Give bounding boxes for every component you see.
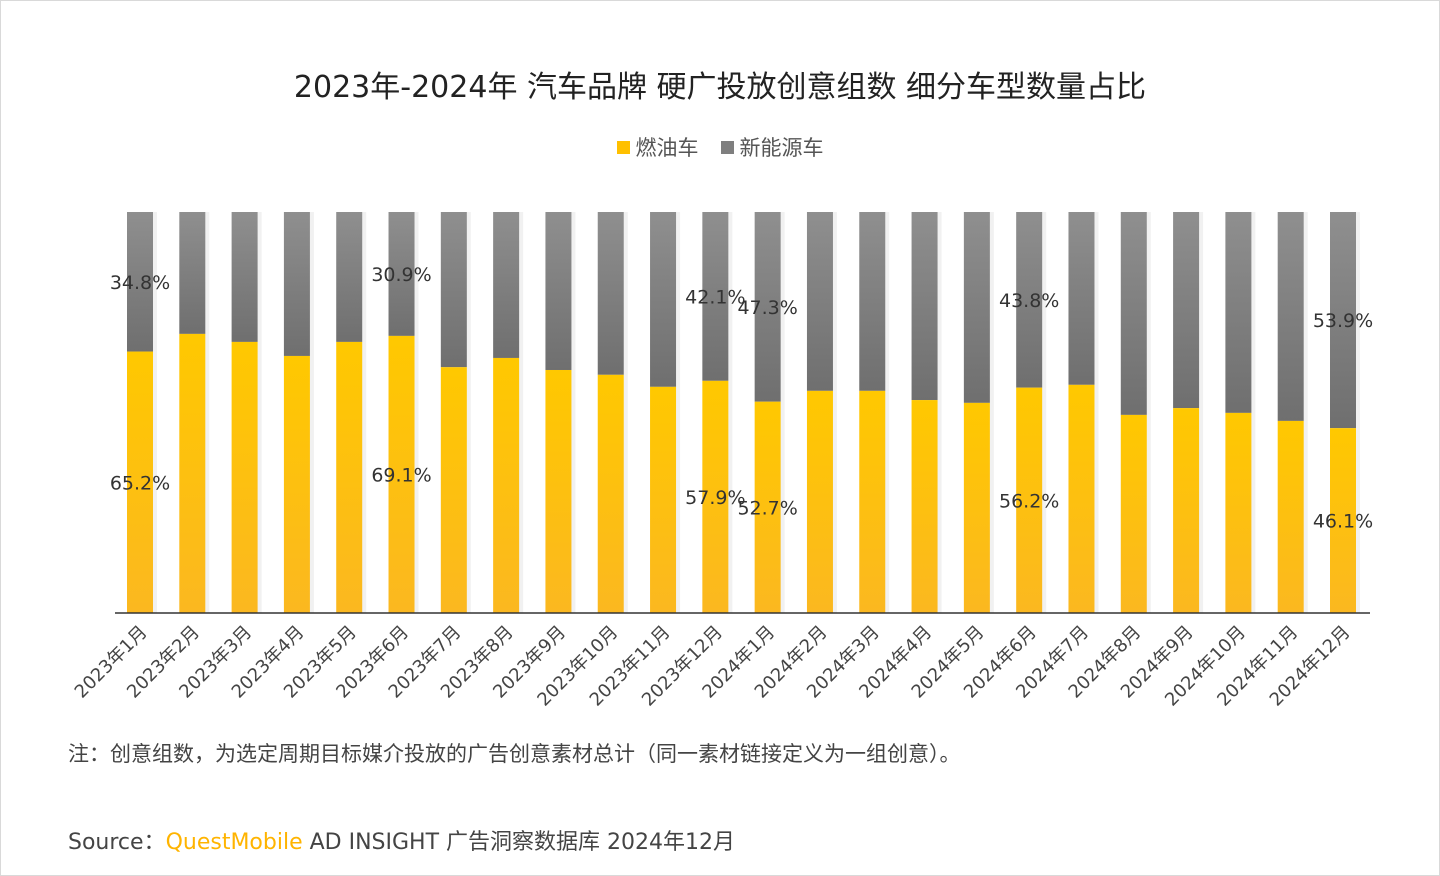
bar-nev: [1068, 212, 1095, 385]
bar-fuel: [1330, 428, 1356, 613]
bar-nev: [179, 212, 206, 334]
bar-fuel: [388, 335, 415, 613]
bar-nev: [1016, 212, 1043, 388]
bar-nev: [1120, 212, 1147, 415]
bar-fuel: [283, 355, 310, 613]
bar-nev: [493, 212, 520, 358]
bar-fuel: [597, 374, 624, 613]
bar-fuel: [911, 400, 938, 613]
legend-item-fuel: 燃油车: [616, 132, 699, 162]
legend-swatch-nev: [720, 140, 734, 154]
bar-nev: [336, 212, 363, 342]
bar-nev: [702, 212, 729, 381]
data-label-fuel: 65.2%: [110, 472, 170, 494]
bar-fuel: [179, 333, 206, 613]
bar-nev: [1277, 212, 1304, 421]
bar-nev: [1225, 212, 1252, 413]
chart-title: 2023年-2024年 汽车品牌 硬广投放创意组数 细分车型数量占比: [293, 70, 1147, 105]
bar-nev: [1173, 212, 1200, 409]
legend-item-nev: 新能源车: [720, 132, 824, 162]
bar-nev: [440, 212, 467, 368]
data-label-fuel: 69.1%: [371, 464, 431, 486]
bar-nev: [806, 212, 833, 391]
bar-fuel: [493, 357, 520, 613]
bar-nev: [754, 212, 781, 402]
bar-fuel: [650, 386, 677, 613]
bar-fuel: [231, 341, 258, 613]
bar-nev: [127, 212, 153, 352]
bar-nev: [283, 212, 310, 356]
bar-fuel: [336, 341, 363, 613]
bar-fuel: [963, 402, 990, 613]
bar-fuel: [1225, 412, 1252, 613]
bar-nev: [597, 212, 624, 375]
bar-fuel: [754, 401, 781, 613]
legend-swatch-fuel: [616, 140, 630, 154]
bar-fuel: [1277, 420, 1304, 613]
bar-nev: [1330, 212, 1356, 429]
bar-fuel: [1173, 408, 1200, 613]
source-line: Source：QuestMobile AD INSIGHT 广告洞察数据库 20…: [68, 824, 735, 856]
bar-nev: [388, 212, 415, 336]
bar-fuel: [859, 390, 886, 613]
data-label-nev: 34.8%: [110, 272, 170, 294]
data-label-nev: 42.1%: [685, 286, 745, 308]
data-label-fuel: 46.1%: [1313, 511, 1373, 533]
data-label-fuel: 57.9%: [685, 487, 745, 509]
footnote: 注：创意组数，为选定周期目标媒介投放的广告创意素材总计（同一素材链接定义为一组创…: [68, 742, 961, 766]
source-label: Source：: [68, 830, 166, 855]
brand-name: QuestMobile: [165, 830, 303, 855]
data-label-nev: 53.9%: [1313, 310, 1373, 332]
bar-fuel: [1068, 384, 1095, 613]
bar-nev: [911, 212, 938, 401]
bar-nev: [963, 212, 990, 403]
bar-fuel: [1120, 414, 1147, 613]
bar-fuel: [440, 367, 467, 613]
bar-nev: [545, 212, 572, 370]
bar-fuel: [806, 390, 833, 613]
bar-fuel: [127, 351, 153, 613]
legend-label: 燃油车: [635, 136, 699, 160]
source-text: AD INSIGHT 广告洞察数据库 2024年12月: [302, 830, 735, 855]
bar-nev: [650, 212, 677, 387]
bar-fuel: [545, 369, 572, 613]
bar-nev: [231, 212, 258, 342]
data-label-nev: 47.3%: [737, 297, 797, 319]
legend-label: 新能源车: [739, 136, 824, 160]
bar-nev: [859, 212, 886, 391]
data-label-nev: 43.8%: [999, 290, 1059, 312]
bar-fuel: [1016, 387, 1043, 613]
data-label-nev: 30.9%: [371, 264, 431, 286]
data-label-fuel: 52.7%: [737, 497, 797, 519]
legend: 燃油车 新能源车: [0, 132, 1440, 162]
data-label-fuel: 56.2%: [999, 490, 1059, 512]
bar-fuel: [702, 380, 729, 613]
